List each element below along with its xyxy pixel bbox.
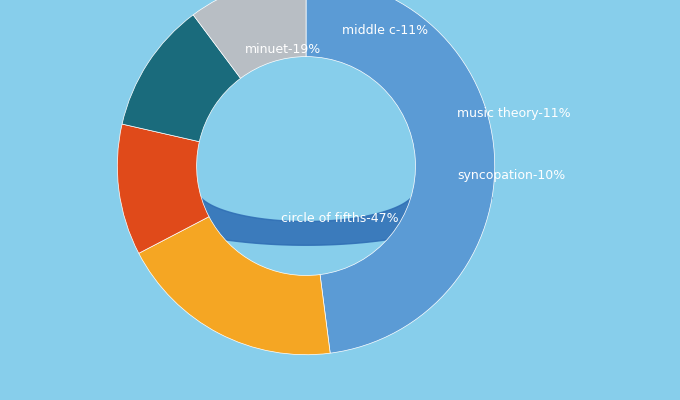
Text: middle c-11%: middle c-11%	[342, 24, 428, 37]
Wedge shape	[118, 124, 209, 253]
Wedge shape	[139, 217, 330, 355]
Wedge shape	[122, 15, 241, 142]
Wedge shape	[306, 0, 495, 353]
Text: syncopation-10%: syncopation-10%	[457, 169, 565, 182]
Text: music theory-11%: music theory-11%	[457, 107, 571, 120]
Wedge shape	[193, 0, 306, 78]
Polygon shape	[120, 194, 492, 245]
Text: minuet-19%: minuet-19%	[245, 42, 322, 56]
Text: circle of fifths-47%: circle of fifths-47%	[282, 212, 398, 225]
